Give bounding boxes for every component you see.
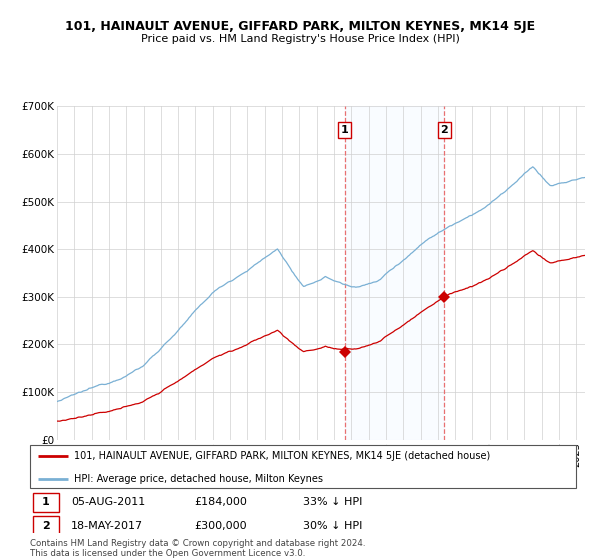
FancyBboxPatch shape	[30, 445, 576, 488]
Text: HPI: Average price, detached house, Milton Keynes: HPI: Average price, detached house, Milt…	[74, 474, 323, 484]
Text: 2: 2	[42, 521, 50, 530]
Text: £184,000: £184,000	[194, 497, 247, 507]
Text: 101, HAINAULT AVENUE, GIFFARD PARK, MILTON KEYNES, MK14 5JE (detached house): 101, HAINAULT AVENUE, GIFFARD PARK, MILT…	[74, 451, 490, 460]
Text: 05-AUG-2011: 05-AUG-2011	[71, 497, 145, 507]
Text: 18-MAY-2017: 18-MAY-2017	[71, 521, 143, 530]
FancyBboxPatch shape	[33, 516, 59, 535]
Text: £300,000: £300,000	[194, 521, 247, 530]
Text: 1: 1	[42, 497, 50, 507]
Text: 30% ↓ HPI: 30% ↓ HPI	[303, 521, 362, 530]
Text: Price paid vs. HM Land Registry's House Price Index (HPI): Price paid vs. HM Land Registry's House …	[140, 34, 460, 44]
Text: 1: 1	[341, 125, 349, 135]
FancyBboxPatch shape	[33, 493, 59, 512]
Text: 101, HAINAULT AVENUE, GIFFARD PARK, MILTON KEYNES, MK14 5JE: 101, HAINAULT AVENUE, GIFFARD PARK, MILT…	[65, 20, 535, 32]
Text: 33% ↓ HPI: 33% ↓ HPI	[303, 497, 362, 507]
Text: 2: 2	[440, 125, 448, 135]
Text: Contains HM Land Registry data © Crown copyright and database right 2024.
This d: Contains HM Land Registry data © Crown c…	[30, 539, 365, 558]
Bar	[345, 106, 445, 440]
